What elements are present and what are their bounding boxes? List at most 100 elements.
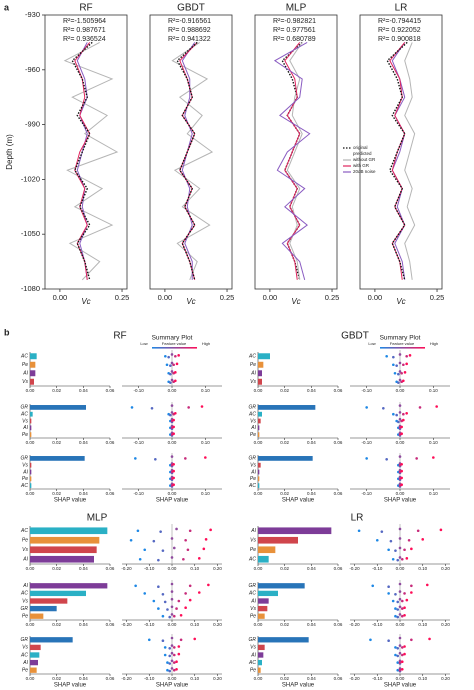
x-tick-label: 0.20 <box>441 676 450 681</box>
y-tick-label: AC <box>248 483 256 489</box>
y-tick-label: -990 <box>25 120 40 129</box>
y-tick-label: Pe <box>22 538 28 544</box>
shap-point <box>398 613 402 616</box>
x-tick-label: 0.00 <box>168 388 177 393</box>
shap-point <box>385 354 388 358</box>
bar <box>30 637 73 643</box>
bar <box>258 590 278 597</box>
y-tick-label: GR <box>249 637 257 643</box>
shap-point <box>161 639 165 642</box>
shap-point <box>357 529 361 533</box>
x-tick-label: 0.10 <box>418 676 427 681</box>
shap-point <box>371 584 375 588</box>
shap-point <box>172 363 175 367</box>
shap-point <box>175 607 178 610</box>
x-tick-label: 0.04 <box>307 491 316 496</box>
shap-point <box>400 425 403 429</box>
y-tick-label: AC <box>248 557 256 563</box>
shap-point <box>387 592 390 595</box>
x-tick-label: 0.02 <box>280 676 289 681</box>
bar <box>258 469 260 475</box>
shap-point <box>392 355 395 359</box>
predicted-line <box>404 42 416 280</box>
shap-point <box>400 557 404 561</box>
x-tick-label: -0.10 <box>372 676 383 681</box>
shap-point <box>394 646 397 649</box>
bar <box>258 361 264 368</box>
shap-point <box>394 653 397 657</box>
shap-point <box>166 661 169 664</box>
x-tick-label: 0.20 <box>213 622 222 627</box>
shap-point <box>410 638 413 642</box>
shap-point <box>170 582 174 586</box>
shap-point <box>394 593 397 596</box>
shap-point <box>170 455 174 458</box>
x-tick-label: 0.04 <box>79 491 88 496</box>
bar <box>30 613 44 619</box>
shap-point <box>403 614 406 617</box>
shap-point <box>152 539 156 543</box>
bar <box>30 462 32 468</box>
plot-frame <box>44 14 128 290</box>
y-tick-label: AC <box>20 412 28 418</box>
y-tick-label: AI <box>22 371 28 377</box>
shap-point <box>375 538 379 542</box>
predicted-line <box>389 42 406 280</box>
x-tick-label: 0.00 <box>53 293 68 302</box>
shap-point <box>207 583 210 587</box>
x-tick-label: 0.10 <box>418 622 427 627</box>
x-tick-label: 0.04 <box>307 676 316 681</box>
bar <box>258 370 262 377</box>
shap-point <box>187 406 190 409</box>
x-tick-label: 0.20 <box>441 622 450 627</box>
x-tick-label: 0.00 <box>396 388 405 393</box>
x-tick-label: 0.04 <box>79 676 88 681</box>
r2-annotation: R²= 0.936524 <box>63 36 106 43</box>
y-tick-label: Pe <box>22 668 28 674</box>
x-tick-label: 0.20 <box>213 566 222 571</box>
bar <box>30 536 100 544</box>
y-tick-label: Pe <box>22 432 28 438</box>
y-tick-label: GR <box>21 405 29 411</box>
chart-title: MLP <box>286 3 307 14</box>
shap-point <box>157 585 160 588</box>
x-tick-label: 0.06 <box>334 388 343 393</box>
shap-point <box>402 363 405 367</box>
y-tick-label: Vs <box>22 598 28 604</box>
bar <box>258 659 262 666</box>
shap-point <box>172 476 175 480</box>
x-tick-label: -0.20 <box>121 566 132 571</box>
shap-point <box>168 654 172 658</box>
y-tick-label: AI <box>22 583 28 589</box>
shap-point <box>170 667 174 670</box>
shap-point <box>400 614 404 618</box>
shap-point <box>421 538 425 541</box>
bar <box>30 590 86 597</box>
y-axis-label: Depth (m) <box>5 134 14 170</box>
y-tick-label: AI <box>250 425 256 431</box>
shap-point <box>403 645 406 648</box>
x-tick-label: -0.10 <box>144 566 155 571</box>
y-tick-label: Vs <box>250 606 256 612</box>
shap-point <box>168 662 172 665</box>
y-tick-label: Vs <box>22 418 28 424</box>
bar <box>258 546 276 554</box>
y-tick-label: -960 <box>25 65 40 74</box>
shap-point <box>398 455 402 458</box>
shap-point <box>170 590 174 593</box>
shap-point <box>398 417 402 421</box>
y-tick-label: Pe <box>250 432 256 438</box>
shap-point <box>150 407 154 410</box>
shap-point <box>134 457 137 460</box>
predicted-line <box>284 42 301 280</box>
y-tick-label: AC <box>20 591 28 597</box>
shap-point <box>403 371 407 374</box>
bar <box>30 469 32 475</box>
x-tick-label: 0.04 <box>307 566 316 571</box>
shap-point <box>175 668 178 671</box>
bar <box>258 605 268 612</box>
shap-point <box>398 597 402 601</box>
shap-point <box>186 548 190 552</box>
y-tick-label: Vs <box>250 463 256 469</box>
x-tick-label: 0.25 <box>220 293 235 302</box>
